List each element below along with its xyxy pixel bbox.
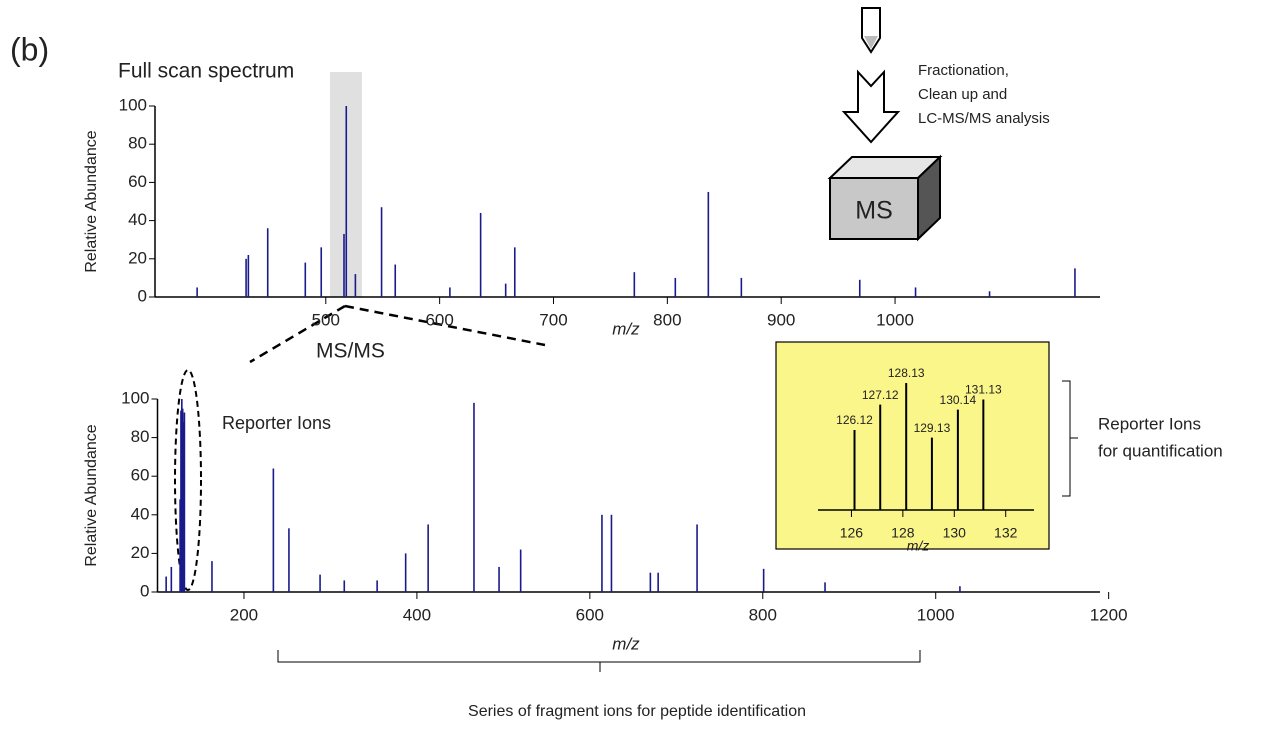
process-arrow <box>841 69 901 144</box>
reporter-quant-label: Reporter Ions <box>1098 414 1201 433</box>
y-tick-label: 100 <box>121 388 149 407</box>
y-tick-label: 60 <box>128 172 147 191</box>
peak-label: 126.12 <box>836 413 873 427</box>
callout-line <box>344 304 546 347</box>
chart-title: Full scan spectrum <box>118 60 294 83</box>
panel-label: (b) <box>10 31 49 67</box>
x-tick-label: 500 <box>312 310 340 329</box>
reporter-quant-label: for quantification <box>1098 441 1223 460</box>
y-tick-label: 100 <box>119 95 147 114</box>
x-tick-label: 700 <box>539 310 567 329</box>
workflow-text: Clean up and <box>918 86 1007 103</box>
y-axis-label: Relative Abundance <box>83 424 100 566</box>
msms-label: MS/MS <box>316 340 385 363</box>
y-axis-label: Relative Abundance <box>83 130 100 272</box>
x-tick-label: 600 <box>425 310 453 329</box>
reporter-label: Reporter Ions <box>222 413 331 433</box>
ms-box-front <box>829 177 919 240</box>
peak-label: 131.13 <box>965 383 1002 397</box>
fragment-label: Series of fragment ions for peptide iden… <box>468 703 806 720</box>
x-tick-label: 126 <box>840 525 864 541</box>
x-tick-label: 1200 <box>1090 605 1128 624</box>
x-tick-label: 400 <box>403 605 431 624</box>
bracket <box>277 650 921 672</box>
instrument-label: MS <box>855 197 893 225</box>
y-tick-label: 0 <box>138 286 147 305</box>
x-tick-label: 800 <box>749 605 777 624</box>
x-axis-label: m/z <box>612 634 640 653</box>
x-tick-label: 200 <box>230 605 258 624</box>
reporter-ellipse <box>174 369 202 591</box>
x-tick-label: 1000 <box>917 605 955 624</box>
workflow-text: Fractionation, <box>918 62 1009 79</box>
peak-label: 128.13 <box>888 366 925 380</box>
x-tick-label: 600 <box>576 605 604 624</box>
y-tick-label: 40 <box>131 504 150 523</box>
y-tick-label: 80 <box>131 427 150 446</box>
bracket <box>1062 380 1078 497</box>
x-tick-label: 900 <box>767 310 795 329</box>
y-tick-label: 60 <box>131 466 150 485</box>
peak-label: 127.12 <box>862 388 899 402</box>
y-tick-label: 0 <box>140 581 149 600</box>
x-tick-label: 1000 <box>876 310 914 329</box>
peak-label: 130.14 <box>940 393 977 407</box>
x-tick-label: 130 <box>943 525 967 541</box>
workflow-text: LC-MS/MS analysis <box>918 110 1050 127</box>
inset-panel <box>775 341 1050 550</box>
x-axis-label: m/z <box>907 538 930 554</box>
y-tick-label: 80 <box>128 134 147 153</box>
x-tick-label: 128 <box>891 525 915 541</box>
x-tick-label: 132 <box>994 525 1018 541</box>
x-axis-label: m/z <box>612 319 640 338</box>
y-tick-label: 20 <box>131 543 150 562</box>
tube-icon <box>861 7 881 54</box>
tube-sample <box>864 36 878 49</box>
peak-label: 129.13 <box>914 421 951 435</box>
y-tick-label: 20 <box>128 248 147 267</box>
y-tick-label: 40 <box>128 210 147 229</box>
x-tick-label: 800 <box>653 310 681 329</box>
callout-line <box>249 304 346 364</box>
